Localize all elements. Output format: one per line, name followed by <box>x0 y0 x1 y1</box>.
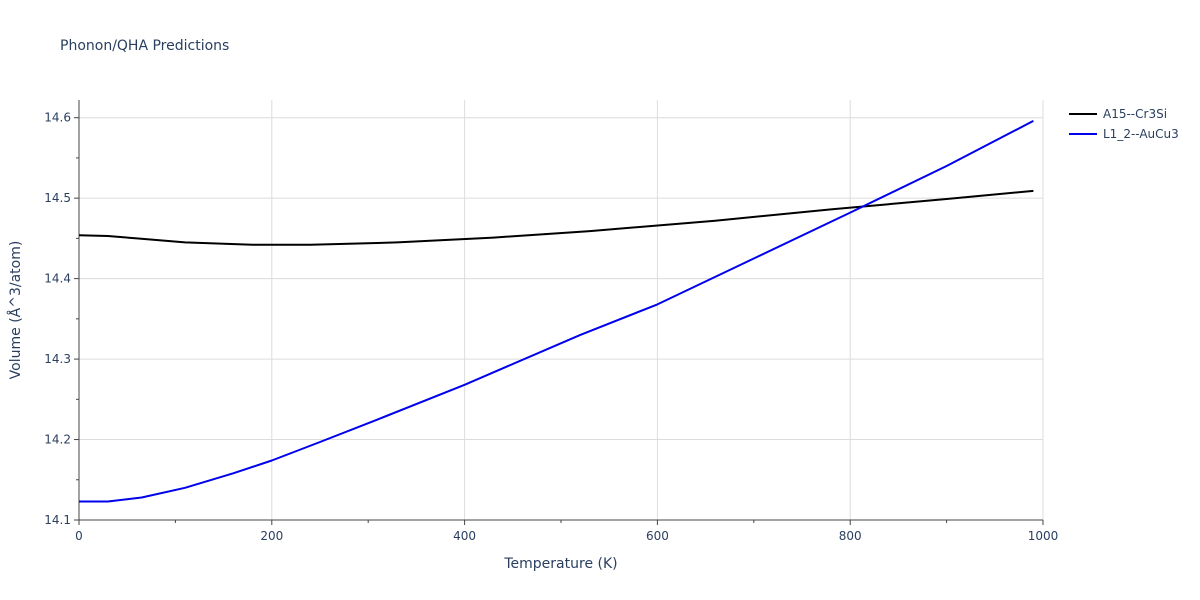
y-tick-label: 14.2 <box>44 433 71 447</box>
y-tick-label: 14.1 <box>44 513 71 527</box>
x-tick-label: 800 <box>839 529 862 543</box>
y-tick-label: 14.6 <box>44 111 71 125</box>
series-line-2 <box>79 120 1034 503</box>
legend: A15--Cr3Si L1_2--AuCu3 <box>1069 107 1179 141</box>
y-tick-label: 14.4 <box>44 272 71 286</box>
x-tick-label: 400 <box>453 529 476 543</box>
series-line-1 <box>78 189 1034 246</box>
x-tick-label: 1000 <box>1028 529 1059 543</box>
ticks: 0 200 400 600 800 1000 14.1 14.2 14.3 14.4 14.5 14.… <box>44 111 1058 543</box>
y-axis-title: Volume (Å^3/atom) <box>7 241 24 380</box>
series-group <box>78 120 1034 503</box>
x-axis-title: Temperature (K) <box>503 556 617 572</box>
x-tick-label: 600 <box>646 529 669 543</box>
legend-label: L1_2--AuCu3 <box>1103 127 1179 141</box>
y-tick-label: 14.3 <box>44 352 71 366</box>
legend-label: A15--Cr3Si <box>1103 107 1167 121</box>
y-tick-label: 14.5 <box>44 191 71 205</box>
x-tick-label: 0 <box>75 529 83 543</box>
x-tick-label: 200 <box>260 529 283 543</box>
grid <box>79 100 1044 521</box>
chart-title: Phonon/QHA Predictions <box>60 38 229 54</box>
